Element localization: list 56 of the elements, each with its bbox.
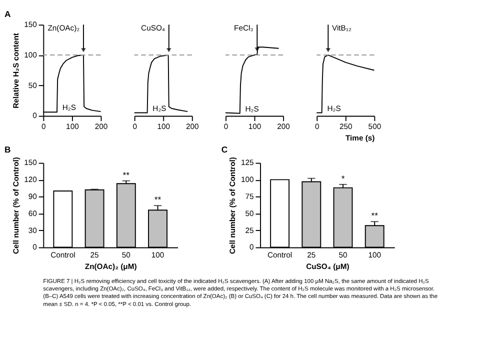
annotation: * (341, 174, 346, 184)
y-tick-label: 50 (28, 80, 37, 90)
y-tick-label: 90 (28, 192, 37, 201)
y-tick-label: 150 (24, 158, 37, 168)
y-axis-title: Cell number (% of Control) (228, 156, 238, 254)
x-tick-label: 0 (132, 122, 137, 131)
x-tick-label: 0 (314, 122, 320, 131)
y-tick-label: 0 (250, 242, 254, 252)
chart-title: C (221, 144, 228, 155)
x-tick-label: 25 (307, 250, 316, 260)
x-tick-label: 200 (277, 122, 290, 131)
y-tick-label: 75 (245, 192, 254, 201)
y-axis-title: Relative H₂S content (11, 32, 20, 108)
y-tick-label: 150 (24, 20, 37, 30)
annotation: H₂S (62, 103, 76, 112)
x-tick-label: 50 (122, 250, 130, 260)
annotation: Zn(OAc)₂ (48, 23, 80, 32)
annotation: CuSO₄ (141, 23, 166, 32)
x-tick-label: 500 (368, 122, 382, 131)
y-axis-title: Cell number (% of Control) (11, 156, 20, 254)
x-tick-label: 0 (224, 122, 228, 131)
x-tick-label: 200 (186, 122, 199, 131)
x-tick-label: 100 (157, 122, 170, 131)
x-tick-label: 200 (94, 122, 108, 131)
y-tick-label: 25 (245, 226, 254, 235)
x-tick-label: 25 (90, 250, 99, 260)
y-tick-label: 60 (28, 208, 37, 218)
x-axis-title: CuSO₄ (μM) (306, 262, 350, 271)
annotation: H₂S (245, 104, 259, 114)
annotation: ** (371, 210, 379, 221)
annotation: FeCl₃ (234, 23, 254, 32)
chart-title: B (4, 144, 11, 155)
y-tick-label: 120 (24, 175, 37, 184)
x-tick-label: 50 (338, 250, 348, 260)
annotation: H₂S (152, 104, 166, 113)
y-tick-label: 50 (245, 208, 254, 218)
y-tick-label: 30 (28, 226, 37, 235)
x-tick-label: 0 (42, 122, 46, 131)
y-tick-label: 100 (241, 175, 254, 184)
y-tick-label: 125 (241, 158, 254, 168)
x-tick-label: 250 (340, 122, 352, 131)
y-tick-label: 0 (32, 242, 37, 252)
y-tick-label: 0 (32, 111, 37, 120)
x-tick-label: 100 (66, 122, 79, 131)
annotation: VitB₁₂ (332, 23, 352, 32)
x-tick-label: 100 (368, 250, 382, 260)
x-tick-label: Control (50, 250, 76, 260)
annotation: H₂S (327, 104, 341, 113)
x-axis-title: Time (s) (345, 133, 376, 142)
y-tick-label: 100 (24, 50, 37, 60)
x-tick-label: 100 (151, 250, 164, 260)
x-axis-title: Zn(OAc)₂ (μM) (84, 262, 138, 271)
x-tick-label: Control (267, 250, 292, 260)
chart-title: A (4, 8, 11, 19)
annotation: ** (122, 170, 130, 180)
annotation: ** (154, 194, 162, 205)
